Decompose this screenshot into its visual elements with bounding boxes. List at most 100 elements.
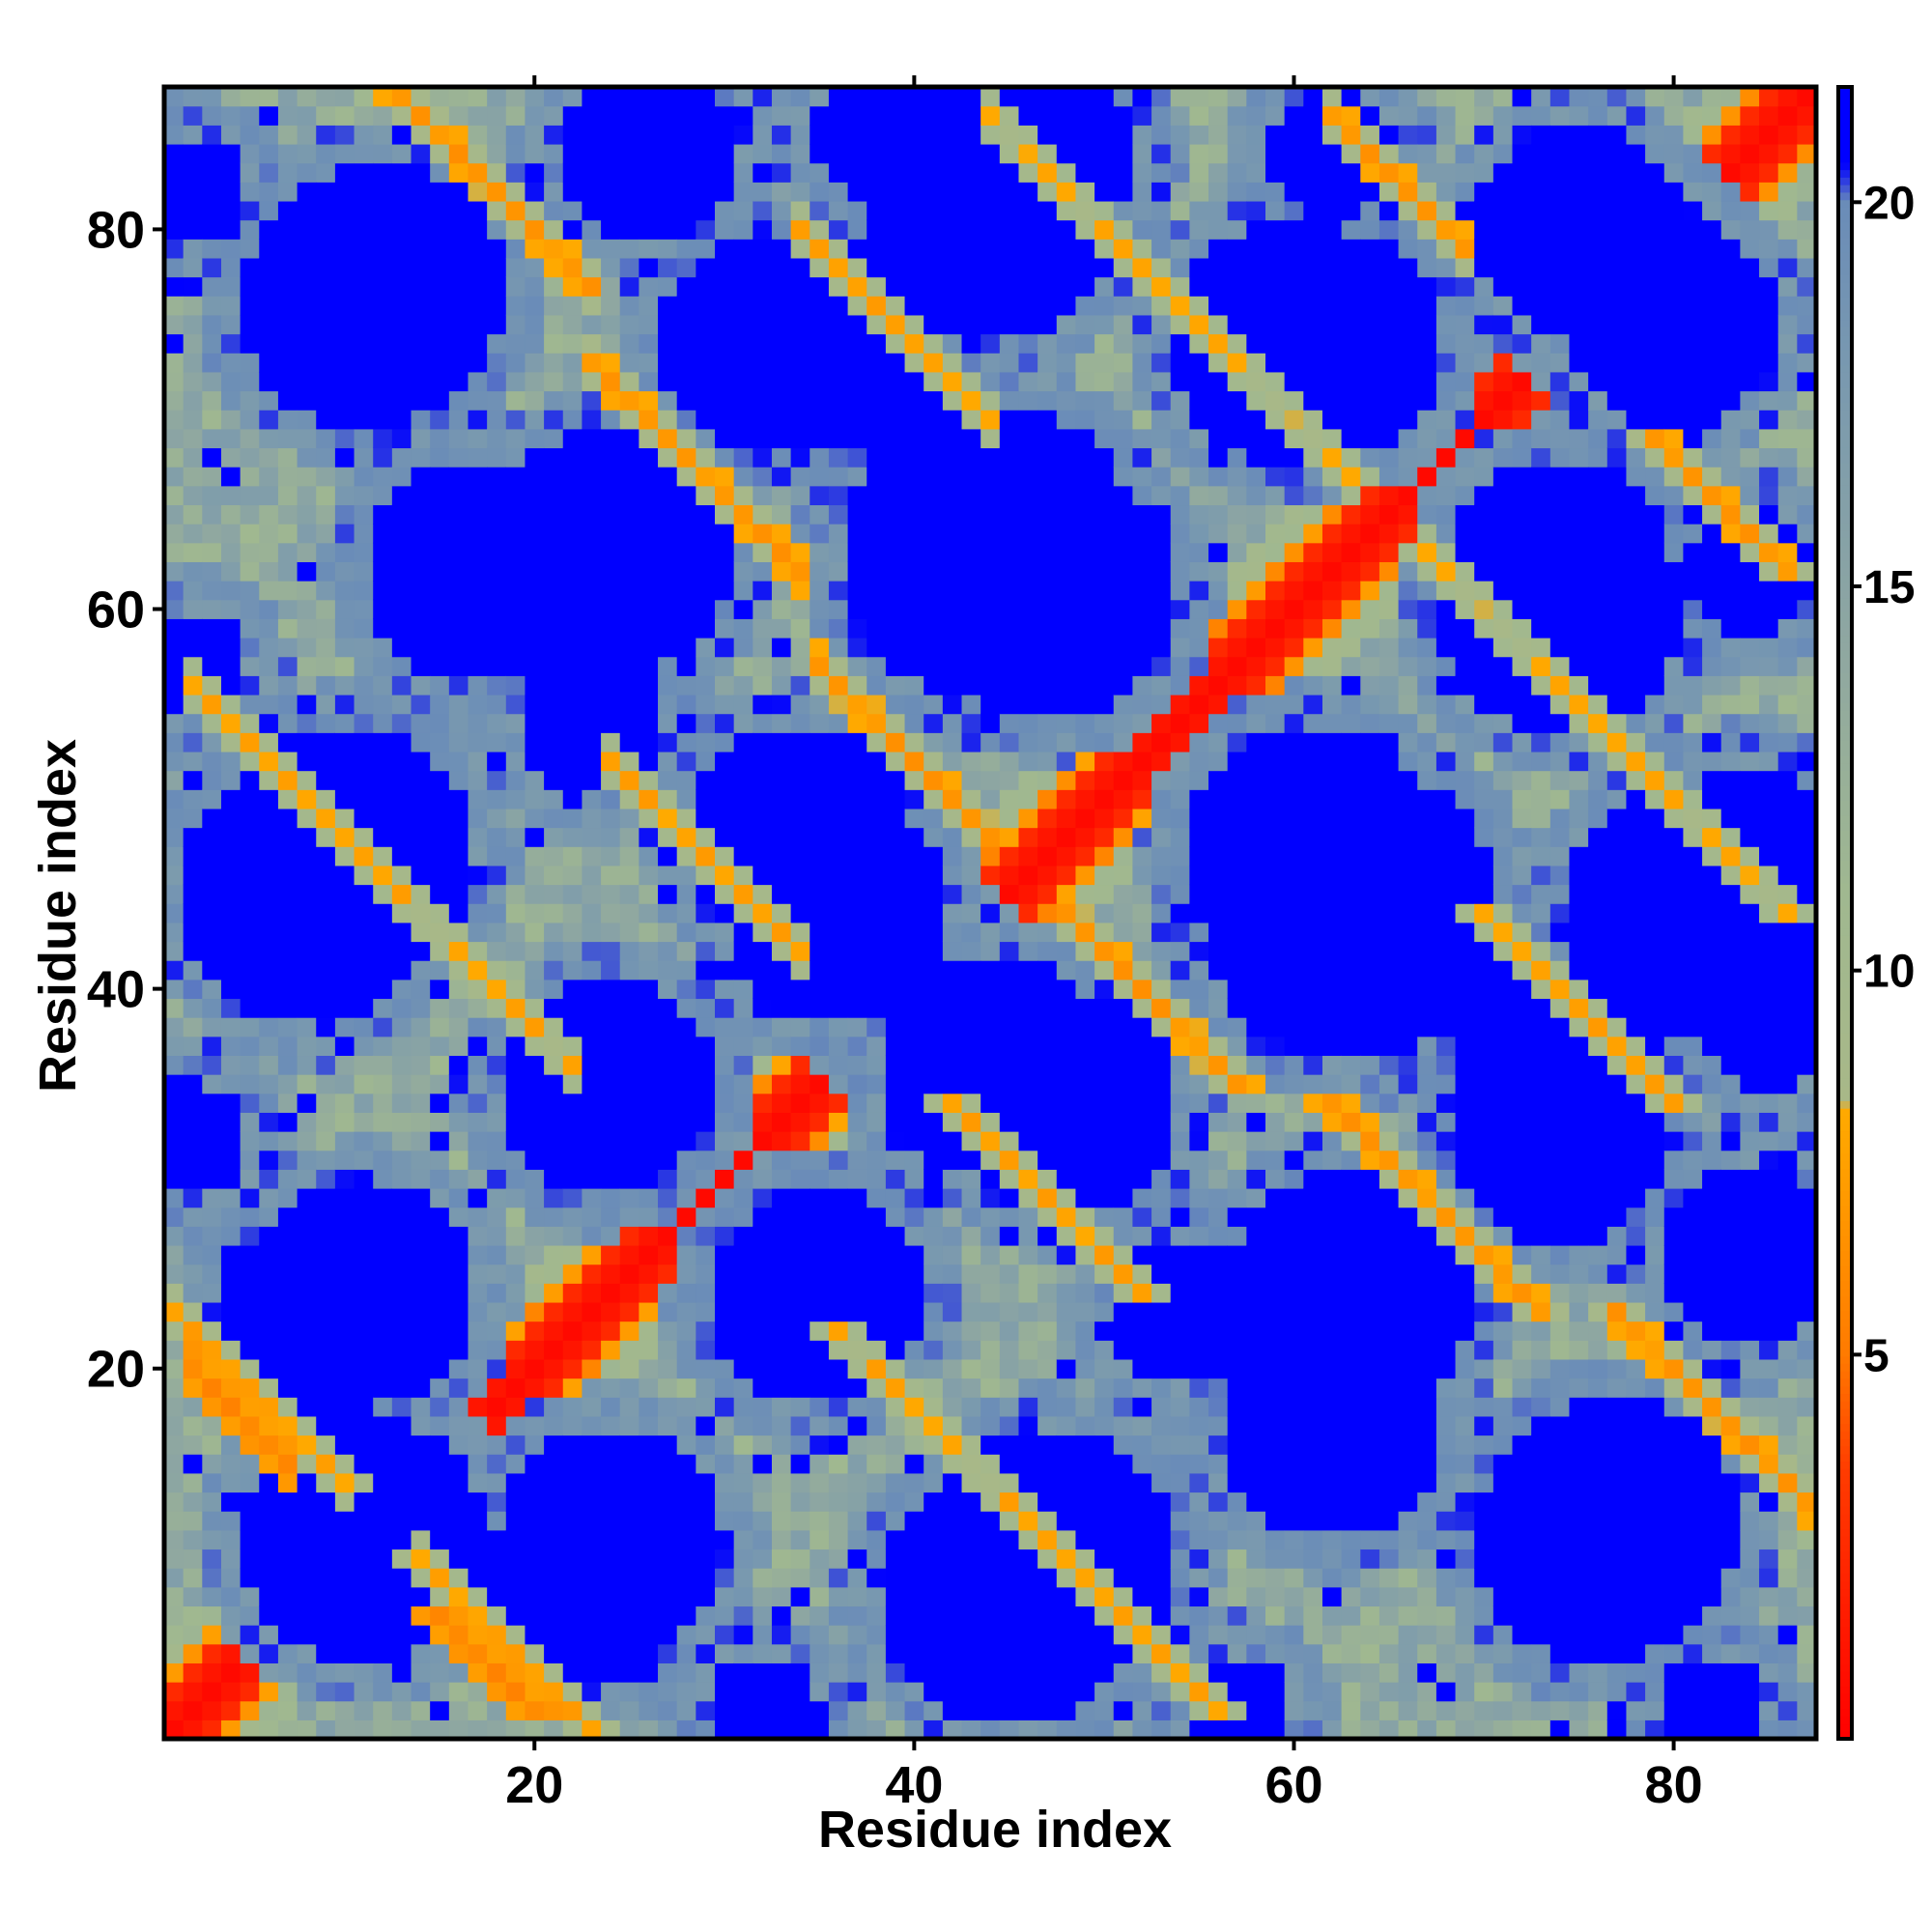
heatmap-cell — [562, 1511, 583, 1531]
heatmap-cell — [1056, 561, 1077, 582]
heatmap-cell — [544, 1150, 564, 1170]
heatmap-cell — [885, 162, 906, 183]
heatmap-cell — [753, 182, 773, 202]
heatmap-cell — [790, 922, 810, 943]
heatmap-cell — [259, 333, 279, 354]
heatmap-cell — [487, 125, 507, 145]
heatmap-cell — [525, 1264, 545, 1284]
heatmap-cell — [999, 504, 1020, 525]
heatmap-cell — [810, 1207, 830, 1227]
heatmap-cell — [316, 353, 336, 373]
heatmap-cell — [468, 1662, 488, 1683]
heatmap-cell — [753, 200, 773, 221]
heatmap-cell — [847, 524, 867, 544]
heatmap-cell — [828, 333, 849, 354]
heatmap-cell — [753, 998, 773, 1018]
heatmap-cell — [316, 239, 336, 259]
heatmap-cell — [923, 87, 944, 107]
heatmap-cell — [790, 542, 810, 562]
heatmap-cell — [297, 638, 317, 658]
heatmap-cell — [733, 542, 753, 562]
heatmap-cell — [601, 504, 621, 525]
heatmap-cell — [1132, 751, 1152, 772]
heatmap-cell — [391, 1226, 412, 1246]
heatmap-cell — [373, 1472, 393, 1493]
heatmap-cell — [487, 447, 507, 468]
heatmap-cell — [582, 1093, 602, 1113]
heatmap-cell — [942, 1321, 963, 1341]
heatmap-cell — [961, 618, 981, 639]
heatmap-cell — [391, 410, 412, 430]
heatmap-cell — [1056, 1321, 1077, 1341]
heatmap-cell — [391, 960, 412, 980]
heatmap-cell — [1056, 1378, 1077, 1398]
heatmap-cell — [391, 903, 412, 923]
heatmap-cell — [696, 1643, 716, 1663]
heatmap-cell — [961, 884, 981, 904]
heatmap-cell — [904, 1093, 924, 1113]
heatmap-cell — [202, 941, 222, 961]
heatmap-cell — [771, 1511, 792, 1531]
heatmap-cell — [753, 770, 773, 790]
heatmap-cell — [980, 675, 1001, 696]
heatmap-cell — [240, 542, 260, 562]
heatmap-cell — [1094, 1378, 1115, 1398]
heatmap-cell — [753, 162, 773, 183]
heatmap-cell — [942, 865, 963, 886]
heatmap-cell — [810, 1321, 830, 1341]
heatmap-cell — [999, 1321, 1020, 1341]
heatmap-cell — [696, 1700, 716, 1720]
heatmap-cell — [487, 827, 507, 847]
heatmap-cell — [658, 504, 678, 525]
heatmap-cell — [373, 1112, 393, 1132]
heatmap-cell — [430, 1301, 450, 1322]
heatmap-cell — [904, 1283, 924, 1303]
heatmap-cell — [468, 599, 488, 619]
heatmap-cell — [525, 143, 545, 164]
heatmap-cell — [1037, 257, 1058, 278]
heatmap-cell — [601, 1150, 621, 1170]
heatmap-cell — [183, 1055, 203, 1075]
heatmap-cell — [715, 960, 735, 980]
heatmap-cell — [277, 125, 298, 145]
heatmap-cell — [1075, 182, 1095, 202]
heatmap-cell — [1189, 276, 1209, 297]
heatmap-cell — [411, 390, 431, 411]
heatmap-cell — [183, 960, 203, 980]
heatmap-cell — [828, 846, 849, 867]
heatmap-cell — [810, 371, 830, 392]
heatmap-cell — [277, 182, 298, 202]
heatmap-cell — [999, 581, 1020, 601]
heatmap-cell — [220, 638, 242, 658]
heatmap-cell — [448, 182, 469, 202]
heatmap-cell — [1018, 542, 1038, 562]
heatmap-cell — [259, 239, 279, 259]
heatmap-cell — [297, 143, 317, 164]
heatmap-cell — [715, 1719, 735, 1740]
heatmap-cell — [391, 219, 412, 240]
heatmap-cell — [164, 87, 185, 107]
heatmap-cell — [771, 1207, 792, 1227]
heatmap-cell — [733, 1492, 753, 1512]
heatmap-cell — [220, 1112, 242, 1132]
heatmap-cell — [240, 353, 260, 373]
heatmap-cell — [715, 1340, 735, 1360]
heatmap-cell — [259, 524, 279, 544]
heatmap-cell — [676, 1131, 696, 1151]
heatmap-cell — [999, 524, 1020, 544]
heatmap-cell — [942, 789, 963, 810]
heatmap-cell — [1037, 467, 1058, 487]
heatmap-cell — [391, 1321, 412, 1341]
heatmap-cell — [619, 770, 639, 790]
heatmap-cell — [942, 1511, 963, 1531]
heatmap-cell — [999, 599, 1020, 619]
heatmap-cell — [1208, 1472, 1229, 1493]
heatmap-cell — [1246, 1682, 1266, 1702]
heatmap-cell — [220, 1492, 242, 1512]
heatmap-cell — [1037, 1112, 1058, 1132]
heatmap-cell — [1227, 524, 1247, 544]
heatmap-cell — [505, 675, 526, 696]
heatmap-cell — [676, 1264, 696, 1284]
heatmap-cell — [999, 827, 1020, 847]
heatmap-cell — [1170, 353, 1190, 373]
